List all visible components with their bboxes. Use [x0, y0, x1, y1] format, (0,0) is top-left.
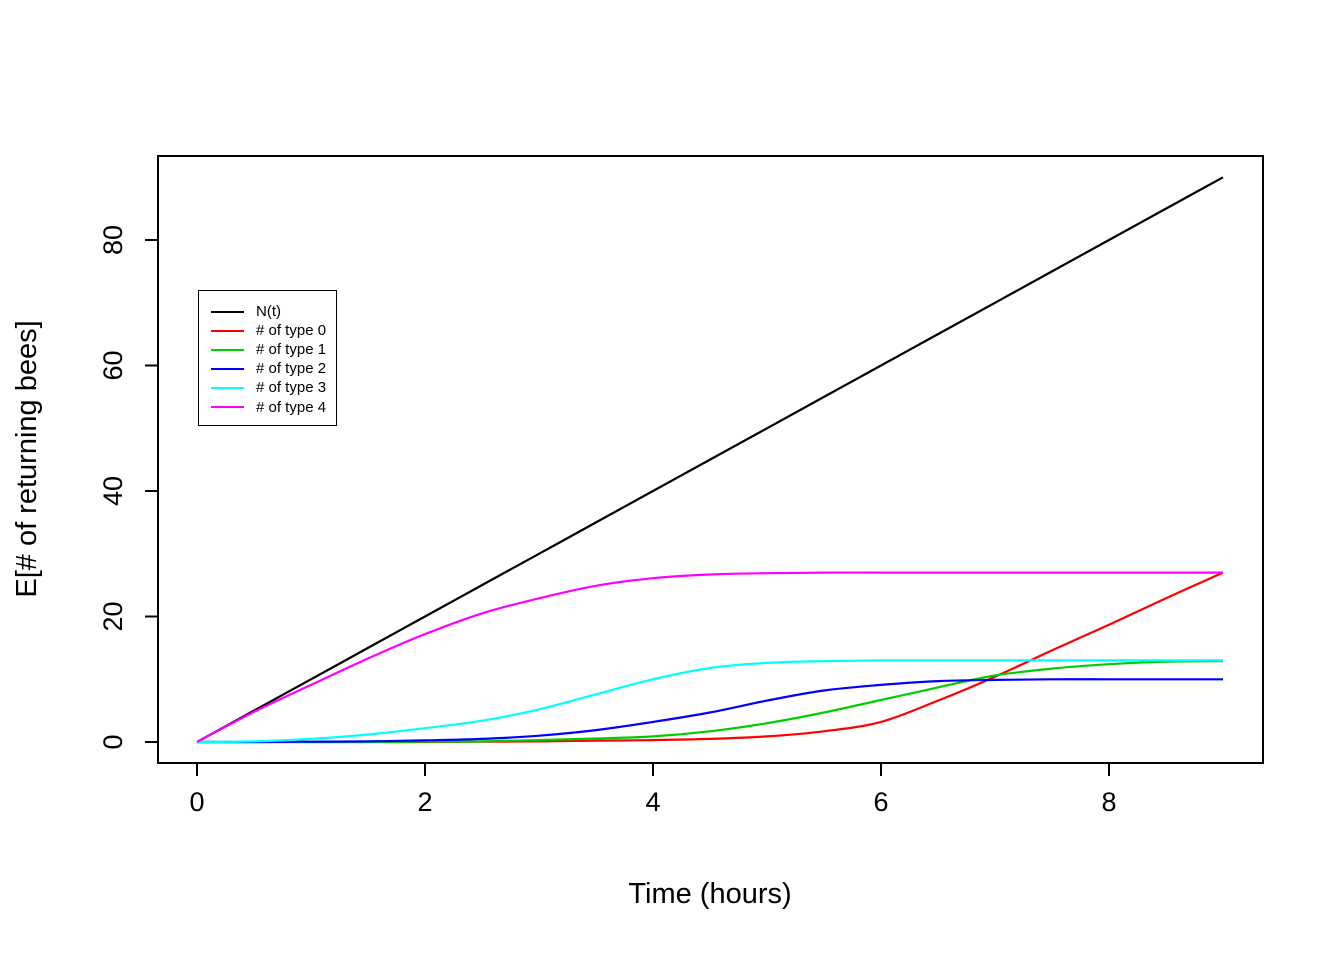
y-axis-title: E[# of returning bees] — [11, 320, 43, 597]
legend-item: # of type 4 — [199, 397, 336, 416]
legend-item-label: N(t) — [256, 303, 281, 321]
y-tick-label: 80 — [98, 225, 128, 255]
legend-line-sample — [211, 367, 244, 370]
legend-item: # of type 1 — [199, 340, 336, 359]
series-line-5 — [196, 571, 1223, 743]
legend-item: # of type 0 — [199, 321, 336, 340]
series-line-0 — [196, 176, 1224, 743]
y-tick-label: 0 — [98, 734, 128, 749]
x-tick-label: 2 — [417, 787, 432, 817]
legend-item: # of type 2 — [199, 359, 336, 378]
legend-item: N(t) — [199, 302, 336, 321]
x-tick-label: 6 — [873, 787, 888, 817]
series-line-4 — [196, 659, 1223, 744]
legend-item: # of type 3 — [199, 378, 336, 397]
legend-item-label: # of type 4 — [256, 398, 327, 416]
legend-line-sample — [211, 329, 244, 332]
legend-item-label: # of type 1 — [256, 341, 327, 359]
legend-line-sample — [211, 386, 244, 389]
legend-line-sample — [211, 406, 244, 409]
y-tick-label: 60 — [98, 350, 128, 380]
legend: N(t) # of type 0 # of type 1 # of type 2 # o… — [198, 290, 337, 426]
legend-item-label: # of type 2 — [256, 360, 327, 378]
plot-box — [157, 155, 1264, 764]
legend-line-sample — [211, 348, 244, 351]
x-axis-title: Time (hours) — [628, 878, 791, 910]
legend-line-sample — [211, 310, 244, 313]
y-tick-label: 20 — [98, 601, 128, 631]
x-tick-label: 8 — [1101, 787, 1116, 817]
y-tick-label: 40 — [98, 476, 128, 506]
series-line-2 — [196, 660, 1224, 744]
series-line-3 — [196, 678, 1223, 744]
x-tick-label: 0 — [189, 787, 204, 817]
x-tick-label: 4 — [645, 787, 660, 817]
legend-item-label: # of type 0 — [256, 322, 327, 340]
legend-item-label: # of type 3 — [256, 379, 327, 397]
